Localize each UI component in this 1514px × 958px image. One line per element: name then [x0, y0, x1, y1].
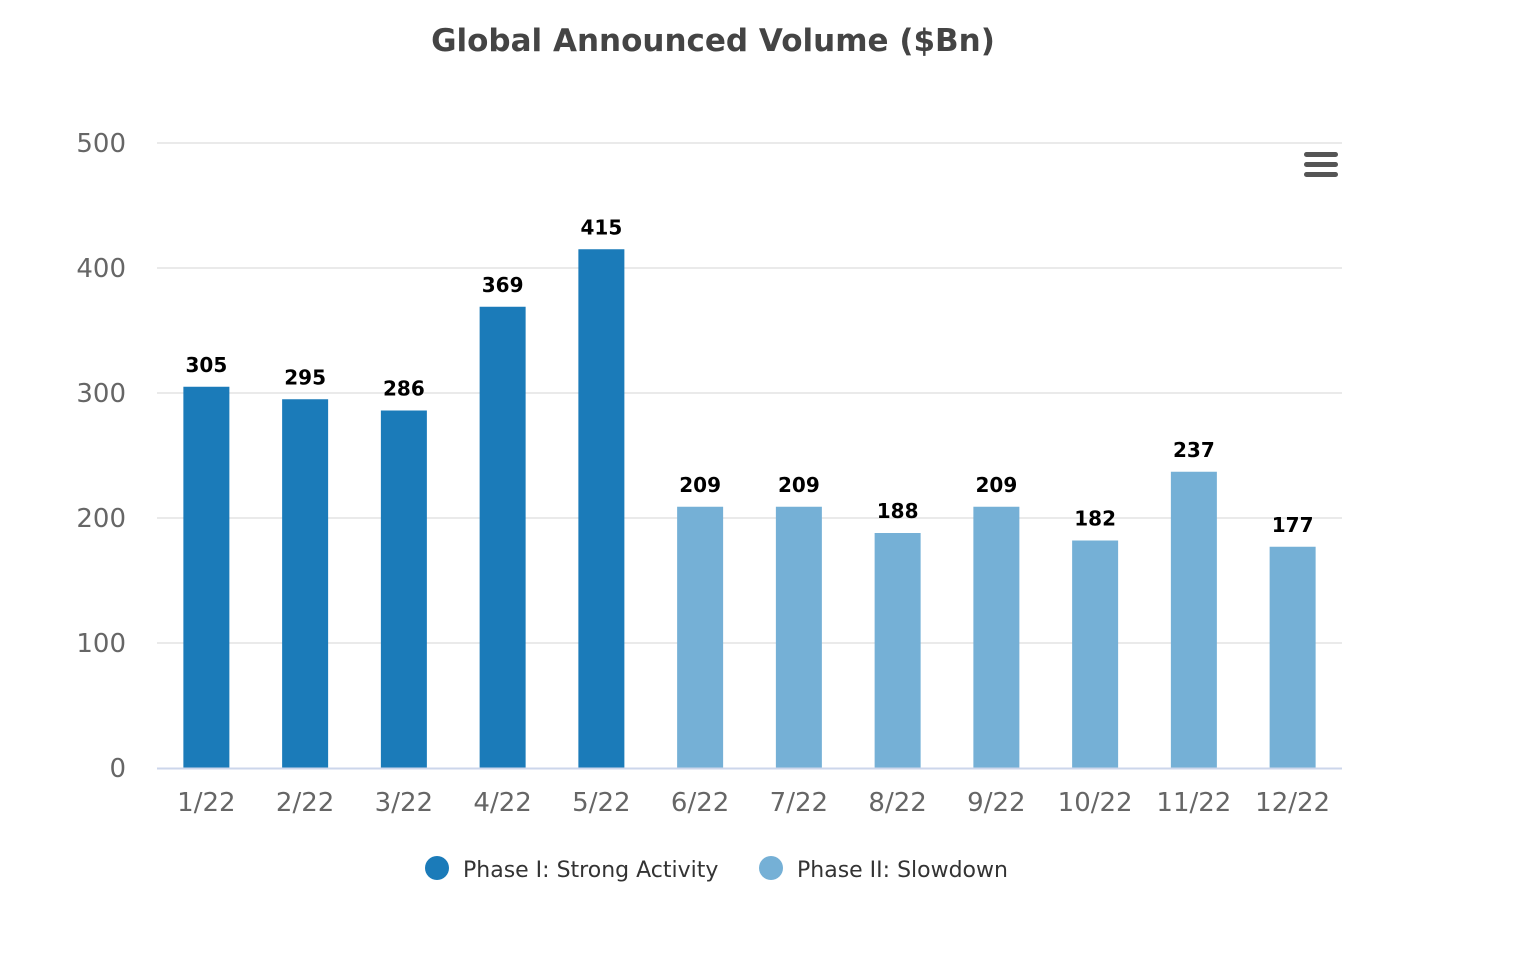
bar[interactable]: [775, 506, 822, 768]
data-label: 182: [1074, 507, 1116, 531]
data-label: 415: [581, 215, 623, 239]
y-axis: 0 100 200 300 400 500: [76, 129, 126, 784]
bars: [183, 249, 1316, 769]
data-label: 209: [679, 473, 721, 497]
y-tick-label: 0: [109, 754, 126, 784]
data-label: 209: [976, 473, 1018, 497]
data-label: 209: [778, 473, 820, 497]
data-label: 286: [383, 377, 425, 401]
bar[interactable]: [183, 386, 230, 768]
x-tick-label: 9/22: [967, 788, 1025, 818]
y-tick-label: 400: [76, 254, 126, 284]
data-label: 237: [1173, 438, 1215, 462]
bar[interactable]: [282, 399, 329, 768]
bar[interactable]: [1269, 546, 1316, 768]
legend-item[interactable]: Phase I: Strong Activity: [425, 856, 718, 883]
x-tick-label: 10/22: [1058, 788, 1133, 818]
bar[interactable]: [677, 506, 724, 768]
x-tick-label: 1/22: [177, 788, 235, 818]
bar[interactable]: [874, 533, 921, 768]
legend-label: Phase II: Slowdown: [797, 858, 1008, 883]
x-tick-label: 12/22: [1255, 788, 1330, 818]
y-tick-label: 200: [76, 504, 126, 534]
x-tick-label: 2/22: [276, 788, 334, 818]
y-tick-label: 500: [76, 129, 126, 159]
bar[interactable]: [1072, 540, 1119, 769]
hamburger-menu-icon[interactable]: [1304, 152, 1338, 177]
x-tick-label: 6/22: [671, 788, 729, 818]
x-tick-label: 5/22: [572, 788, 630, 818]
y-tick-label: 300: [76, 379, 126, 409]
bar[interactable]: [1170, 471, 1217, 768]
legend-label: Phase I: Strong Activity: [463, 858, 718, 883]
x-tick-label: 3/22: [375, 788, 433, 818]
data-label: 305: [186, 353, 228, 377]
grid: [157, 142, 1342, 644]
x-tick-label: 11/22: [1156, 788, 1231, 818]
data-label: 295: [284, 365, 326, 389]
legend[interactable]: Phase I: Strong Activity Phase II: Slowdo…: [425, 856, 1008, 883]
bar[interactable]: [380, 410, 427, 769]
x-tick-label: 8/22: [868, 788, 926, 818]
data-label: 188: [877, 499, 919, 523]
data-label: 177: [1272, 513, 1314, 537]
x-tick-label: 7/22: [770, 788, 828, 818]
data-label: 369: [482, 273, 524, 297]
bar[interactable]: [479, 306, 526, 768]
x-tick-label: 4/22: [473, 788, 531, 818]
data-labels: 305 295 286 369 415 209 209 188 209 182 237 177: [186, 215, 1314, 537]
legend-marker: [759, 856, 783, 880]
bar[interactable]: [578, 249, 625, 768]
x-axis: 1/22 2/22 3/22 4/22 5/22 6/22 7/22 8/22 9/22 10/2…: [177, 788, 1330, 818]
legend-marker: [425, 856, 449, 880]
y-tick-label: 100: [76, 629, 126, 659]
legend-item[interactable]: Phase II: Slowdown: [759, 856, 1008, 883]
chart-title: Global Announced Volume ($Bn): [431, 23, 995, 59]
bar[interactable]: [973, 506, 1020, 768]
